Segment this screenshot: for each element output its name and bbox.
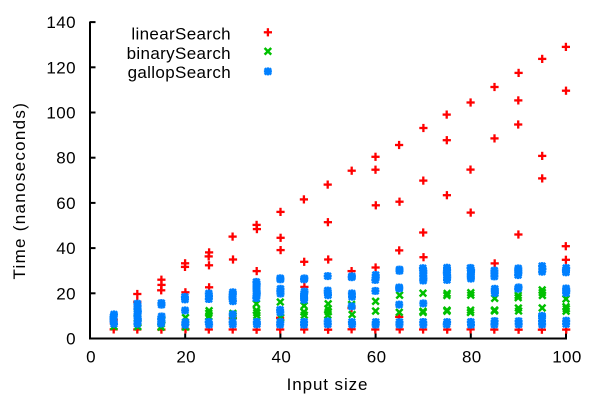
svg-text:80: 80 — [462, 348, 482, 367]
svg-text:140: 140 — [46, 13, 76, 32]
svg-text:binarySearch: binarySearch — [127, 44, 231, 63]
svg-text:100: 100 — [46, 104, 76, 123]
svg-text:60: 60 — [56, 194, 76, 213]
svg-text:80: 80 — [56, 149, 76, 168]
svg-text:Input size: Input size — [287, 375, 369, 394]
svg-text:0: 0 — [66, 330, 76, 349]
svg-text:20: 20 — [56, 284, 76, 303]
svg-text:40: 40 — [272, 348, 292, 367]
svg-text:0: 0 — [86, 348, 96, 367]
svg-text:Time (nanoseconds): Time (nanoseconds) — [10, 102, 29, 280]
svg-text:gallopSearch: gallopSearch — [128, 63, 231, 82]
svg-text:20: 20 — [176, 348, 196, 367]
svg-text:100: 100 — [552, 348, 582, 367]
svg-text:60: 60 — [367, 348, 387, 367]
svg-text:40: 40 — [56, 239, 76, 258]
svg-text:linearSearch: linearSearch — [131, 25, 231, 44]
svg-text:120: 120 — [46, 58, 76, 77]
